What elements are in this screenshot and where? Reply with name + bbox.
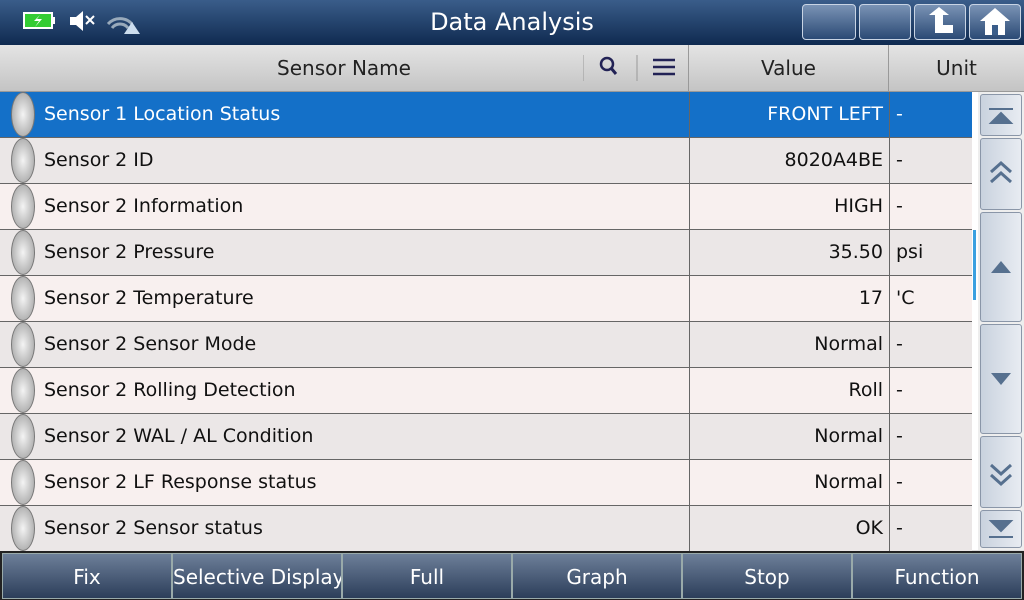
back-button[interactable] (914, 4, 966, 40)
sensor-unit: psi (889, 230, 972, 275)
sensor-unit: - (889, 506, 972, 551)
table-row[interactable]: Sensor 2 Temperature 17 'C (0, 276, 972, 322)
table-row[interactable]: Sensor 2 Rolling Detection Roll - (0, 368, 972, 414)
sensor-unit: - (889, 414, 972, 459)
scroll-up-button[interactable] (980, 212, 1022, 322)
sensor-unit: - (889, 138, 972, 183)
footer-button[interactable]: Function (852, 553, 1022, 599)
row-radio[interactable] (11, 230, 35, 275)
sensor-table: Sensor 1 Location Status FRONT LEFT - Senso… (0, 92, 972, 552)
vehicle-info-button[interactable] (802, 4, 856, 40)
sensor-name: Sensor 2 WAL / AL Condition (44, 425, 314, 447)
sensor-name: Sensor 2 Sensor status (44, 517, 263, 539)
footer-button[interactable]: Fix (2, 553, 172, 599)
scroll-track (972, 92, 978, 550)
row-radio[interactable] (11, 368, 35, 413)
row-radio[interactable] (11, 322, 35, 367)
sensor-unit: - (889, 322, 972, 367)
header-tools[interactable] (583, 53, 683, 83)
footer-button[interactable]: Stop (682, 553, 852, 599)
table-header: Sensor Name Value Unit (0, 45, 1024, 92)
table-row[interactable]: Sensor 2 ID 8020A4BE - (0, 138, 972, 184)
sensor-value: FRONT LEFT (689, 92, 889, 137)
sensor-name: Sensor 1 Location Status (44, 103, 281, 125)
column-title: Sensor Name (277, 56, 411, 80)
sensor-value: Roll (689, 368, 889, 413)
page-down-button[interactable] (980, 436, 1022, 508)
status-icons (23, 11, 140, 34)
sensor-name: Sensor 2 Sensor Mode (44, 333, 257, 355)
scroll-buttons (978, 92, 1024, 550)
column-header[interactable]: Unit (936, 56, 977, 80)
footer-button[interactable]: Selective Display (172, 553, 342, 599)
sensor-name: Sensor 2 Pressure (44, 241, 215, 263)
report-button[interactable] (859, 4, 911, 40)
page-up-button[interactable] (980, 138, 1022, 210)
function-bar: Fix Selective Display Full Graph Stop Functio… (0, 551, 1024, 600)
title-bar: Data Analysis (0, 0, 1024, 45)
footer-button[interactable]: Graph (512, 553, 682, 599)
table-row[interactable]: Sensor 2 Sensor Mode Normal - (0, 322, 972, 368)
sensor-name: Sensor 2 LF Response status (44, 471, 317, 493)
sensor-name: Sensor 2 ID (44, 149, 154, 171)
sensor-value: Normal (689, 322, 889, 367)
row-radio[interactable] (11, 414, 35, 459)
table-row[interactable]: Sensor 2 WAL / AL Condition Normal - (0, 414, 972, 460)
row-radio[interactable] (11, 276, 35, 321)
table-row[interactable]: Sensor 1 Location Status FRONT LEFT - (0, 92, 972, 138)
table-row[interactable]: Sensor 2 LF Response status Normal - (0, 460, 972, 506)
row-radio[interactable] (11, 506, 35, 551)
scroll-bottom-button[interactable] (980, 510, 1022, 548)
sensor-value: 8020A4BE (689, 138, 889, 183)
scroll-thumb (973, 230, 976, 300)
sensor-value: HIGH (689, 184, 889, 229)
screen-title: Data Analysis (430, 8, 594, 36)
sensor-unit: - (889, 92, 972, 137)
sensor-unit: - (889, 184, 972, 229)
sensor-name: Sensor 2 Information (44, 195, 244, 217)
sensor-name: Sensor 2 Temperature (44, 287, 254, 309)
sensor-value: Normal (689, 460, 889, 505)
scroll-top-button[interactable] (980, 94, 1022, 136)
sensor-unit: - (889, 460, 972, 505)
footer-button[interactable]: Full (342, 553, 512, 599)
home-button[interactable] (969, 4, 1021, 40)
column-header[interactable]: Value (689, 45, 889, 91)
sensor-value: 17 (689, 276, 889, 321)
row-radio[interactable] (11, 92, 35, 137)
table-row[interactable]: Sensor 2 Pressure 35.50 psi (0, 230, 972, 276)
column-header[interactable]: Sensor Name (0, 45, 689, 91)
sensor-value: OK (689, 506, 889, 551)
row-radio[interactable] (11, 184, 35, 229)
row-radio[interactable] (11, 460, 35, 505)
row-radio[interactable] (11, 138, 35, 183)
sensor-unit: 'C (889, 276, 972, 321)
sensor-value: 35.50 (689, 230, 889, 275)
sensor-name: Sensor 2 Rolling Detection (44, 379, 296, 401)
table-row[interactable]: Sensor 2 Information HIGH - (0, 184, 972, 230)
sensor-unit: - (889, 368, 972, 413)
table-row[interactable]: Sensor 2 Sensor status OK - (0, 506, 972, 552)
sensor-value: Normal (689, 414, 889, 459)
scroll-down-button[interactable] (980, 324, 1022, 434)
